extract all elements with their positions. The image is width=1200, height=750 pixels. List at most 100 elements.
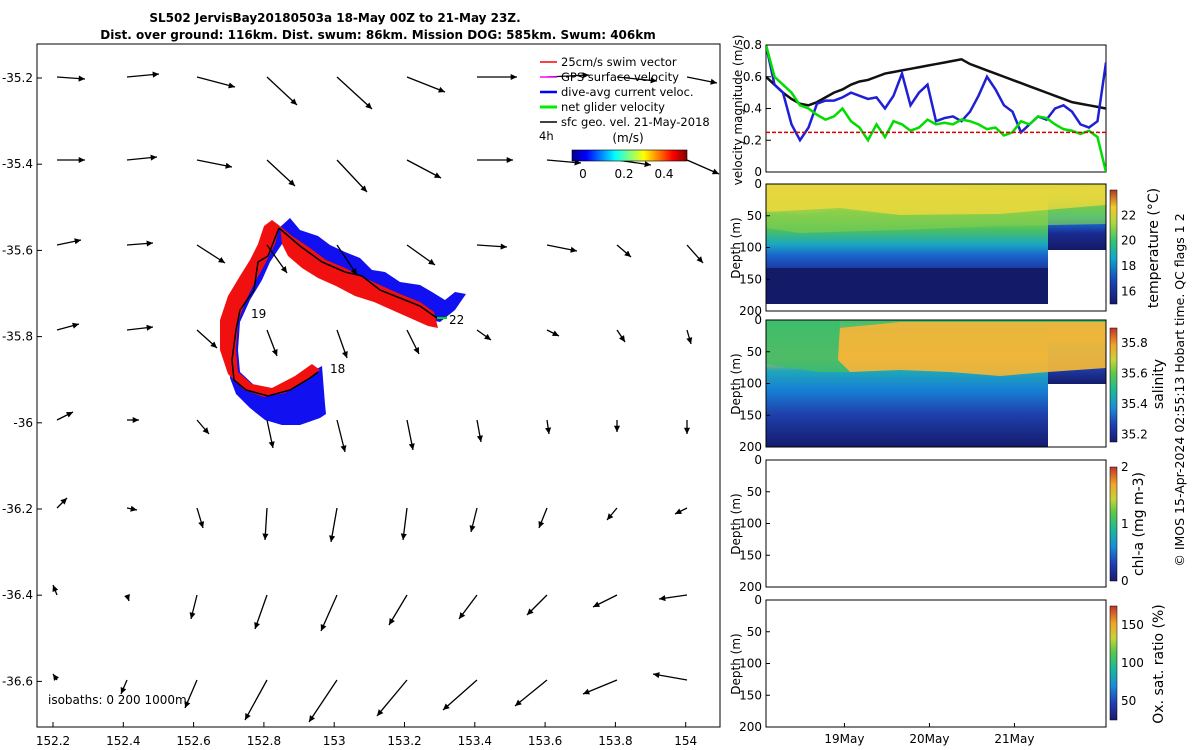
colorbar-tick: 18	[1121, 259, 1136, 273]
geo-velocity-arrow	[476, 419, 483, 443]
map-panel: 152.2 152.4 152.6 152.8 153 153.2 153.4 153.6 15…	[2, 43, 721, 748]
geo-velocity-arrow	[538, 507, 548, 529]
map-x-tick-label: 152.4	[106, 734, 140, 748]
geo-velocity-arrow	[400, 507, 408, 541]
geo-velocity-arrow	[329, 507, 338, 543]
colorbar-tick: 150	[1121, 618, 1144, 632]
geo-velocity-arrow	[674, 507, 688, 515]
depth-tick: 100	[739, 377, 762, 391]
geo-velocity-arrow	[546, 329, 560, 337]
legend-net-label: net glider velocity	[561, 100, 665, 114]
geo-velocity-arrow	[592, 594, 618, 608]
depth-tick: 50	[747, 345, 762, 359]
speed-colorbar-tick-2: 0.4	[654, 167, 673, 181]
speed-colorbar-tick-1: 0.2	[614, 167, 633, 181]
geo-velocity-arrow	[56, 411, 74, 421]
colorbar-tick: 22	[1121, 208, 1136, 222]
geo-velocity-arrow	[196, 159, 233, 169]
geo-velocity-arrow	[686, 329, 693, 345]
depth-tick: 200	[739, 720, 762, 734]
map-x-axis: 152.2 152.4 152.6 152.8 153 153.2 153.4 153.6 15…	[36, 722, 697, 748]
map-x-tick-label: 152.6	[176, 734, 210, 748]
depth-tick: 150	[739, 408, 762, 422]
map-y-axis: -35.2 -35.4 -35.6 -35.8 -36 -36.2 -36.4 -36.6	[2, 71, 42, 688]
geo-velocity-arrow	[124, 594, 130, 602]
geo-velocity-arrow	[406, 329, 420, 355]
geo-velocity-arrow	[196, 329, 218, 349]
depth-tick: 200	[739, 580, 762, 594]
geo-velocity-arrow	[126, 324, 154, 331]
surface-velocity-vectors	[52, 71, 720, 723]
salinity-ylabel: Depth (m)	[729, 353, 743, 414]
geo-velocity-arrow	[616, 329, 626, 343]
map-y-tick-label: -35.2	[2, 71, 33, 85]
geo-velocity-arrow	[336, 244, 358, 276]
map-y-tick-label: -36.6	[2, 674, 33, 688]
map-legend: 25cm/s swim vector GPS surface velocity …	[539, 55, 710, 143]
colorbar-tick: 0	[1121, 574, 1129, 588]
depth-tick: 200	[739, 304, 762, 318]
velocity-y-tick: 0.8	[743, 38, 762, 52]
map-y-tick-label: -36.2	[2, 502, 33, 516]
depth-tick: 0	[754, 593, 762, 607]
geo-velocity-arrow	[52, 673, 60, 681]
salinity-colorbar	[1109, 327, 1118, 443]
map-x-tick-label: 153.8	[598, 734, 632, 748]
geo-velocity-arrow	[476, 243, 508, 250]
colorbar-tick: 20	[1121, 234, 1136, 248]
oxygen-colorbar-label: Ox. sat. ratio (%)	[1151, 604, 1167, 723]
geo-velocity-arrow	[266, 419, 275, 449]
map-x-tick-label: 153.2	[387, 734, 421, 748]
geo-velocity-arrow	[127, 416, 139, 424]
geo-velocity-arrow	[658, 594, 688, 602]
geo-velocity-arrow	[546, 244, 578, 253]
colorbar-tick: 100	[1121, 656, 1144, 670]
geo-velocity-arrow	[686, 244, 704, 264]
map-y-tick-label: -36	[13, 416, 33, 430]
velocity-y-tick: 0.6	[743, 70, 762, 84]
velocity-y-tick: 0.2	[743, 133, 762, 147]
map-x-tick-label: 153	[323, 734, 346, 748]
date-tick: 21May	[994, 732, 1034, 746]
geo-velocity-arrow	[514, 679, 548, 707]
geo-velocity-arrow	[126, 240, 154, 247]
salinity-colorbar-label: salinity	[1151, 359, 1167, 409]
velocity-ylabel: velocity magnitude (m/s)	[731, 35, 745, 186]
geo-velocity-arrow	[126, 154, 158, 161]
temperature-colorbar	[1109, 189, 1118, 305]
track-line	[231, 227, 438, 397]
geo-velocity-arrow	[336, 76, 373, 110]
geo-velocity-arrow	[652, 672, 688, 681]
oxygen-ylabel: Depth (m)	[729, 633, 743, 694]
legend-swim-vector-label: 25cm/s swim vector	[561, 55, 677, 69]
track-label-22: 22	[449, 313, 464, 327]
speed-colorbar-title: (m/s)	[612, 131, 643, 145]
geo-velocity-arrow	[308, 679, 338, 723]
depth-tick: 100	[739, 517, 762, 531]
geo-velocity-arrow	[406, 76, 446, 93]
depth-tick: 0	[754, 453, 762, 467]
geo-velocity-arrow	[56, 322, 80, 331]
geo-velocity-arrow	[606, 507, 618, 521]
legend-current-label: dive-avg current veloc.	[561, 85, 694, 99]
geo-velocity-arrow	[262, 507, 269, 541]
velocity-series-line	[766, 45, 1106, 172]
depth-tick: 150	[739, 272, 762, 286]
geo-velocity-arrow	[476, 329, 492, 341]
chla-panel: 0 50 100 150 200 Depth (m) 0 1 2 chl-a (mg m-3…	[729, 453, 1147, 594]
speed-colorbar-tick-0: 0	[579, 167, 587, 181]
track-label-18: 18	[330, 362, 345, 376]
colorbar-tick: 35.6	[1121, 367, 1148, 381]
geo-velocity-arrow	[469, 507, 478, 533]
geo-velocity-arrow	[244, 679, 268, 721]
date-tick: 20May	[909, 732, 949, 746]
geo-velocity-arrow	[56, 238, 82, 246]
geo-velocity-arrow	[266, 244, 288, 274]
colorbar-tick: 35.2	[1121, 427, 1148, 441]
geo-velocity-arrow	[52, 584, 59, 596]
copyright-text: © IMOS 15-Apr-2024 02:55:13 Hobart time.…	[1172, 213, 1187, 566]
velocity-y-tick: 0.4	[743, 102, 762, 116]
map-y-tick-label: -35.4	[2, 157, 33, 171]
depth-tick: 0	[754, 313, 762, 327]
